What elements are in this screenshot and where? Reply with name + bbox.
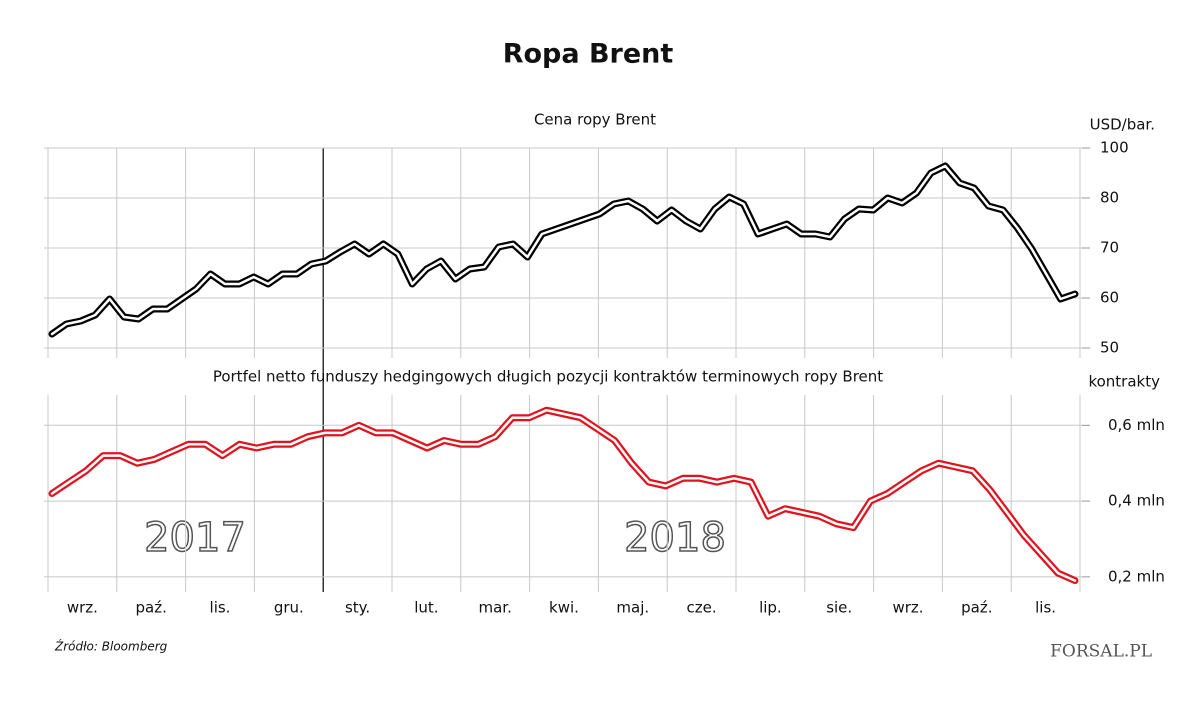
y-tick-label: 70 <box>1100 239 1119 257</box>
source: Źródło: Bloomberg <box>54 639 168 654</box>
y-tick-label: 60 <box>1100 289 1119 307</box>
x-tick-label: sie. <box>826 599 852 617</box>
line <box>48 162 1079 338</box>
x-tick-label: cze. <box>687 599 717 617</box>
year-label: 2018 <box>624 515 726 561</box>
y-tick-label: 50 <box>1100 339 1119 357</box>
y-tick-label: 0,6 mln <box>1108 416 1165 434</box>
line-inner <box>50 408 1077 582</box>
x-tick-label: wrz. <box>892 599 923 617</box>
year-label: 2017 <box>144 515 246 561</box>
x-tick-label: sty. <box>345 599 370 617</box>
x-tick-label: paź. <box>961 599 992 617</box>
x-tick-label: lut. <box>414 599 438 617</box>
y-tick-label: 100 <box>1100 139 1129 157</box>
x-tick-label: mar. <box>479 599 512 617</box>
y-tick-label: 0,2 mln <box>1108 567 1165 585</box>
x-tick-label: maj. <box>616 599 649 617</box>
panel-title: Cena ropy Brent <box>534 111 656 129</box>
x-tick-label: kwi. <box>549 599 579 617</box>
y-axis-label: kontrakty <box>1088 373 1160 391</box>
x-tick-label: paź. <box>136 599 167 617</box>
y-tick-label: 80 <box>1100 189 1119 207</box>
x-tick-label: lis. <box>210 599 231 617</box>
line-inner <box>50 164 1077 336</box>
y-axis-label: USD/bar. <box>1090 116 1155 134</box>
logo: FORSAL.PL <box>1050 642 1152 662</box>
chart-title: Ropa Brent <box>503 39 674 70</box>
x-tick-label: lip. <box>759 599 782 617</box>
y-tick-label: 0,4 mln <box>1108 492 1165 510</box>
panel-title: Portfel netto funduszy hedgingowych dług… <box>213 368 883 386</box>
x-tick-label: lis. <box>1035 599 1056 617</box>
x-tick-label: wrz. <box>67 599 98 617</box>
x-tick-label: gru. <box>274 599 304 617</box>
